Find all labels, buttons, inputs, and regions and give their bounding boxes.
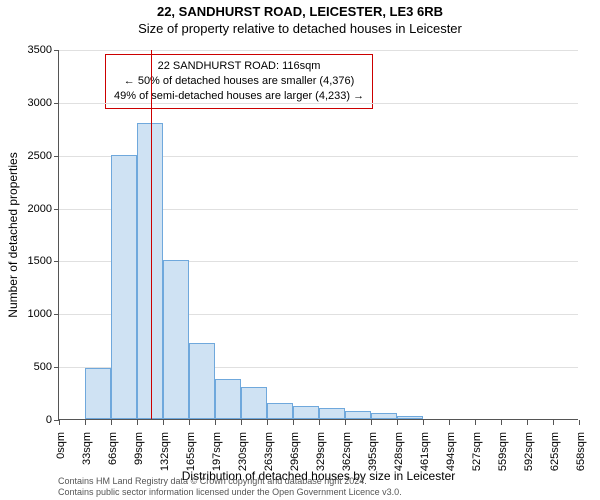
ytick-label: 500 [12,361,52,373]
xtick-label: 461sqm [419,432,431,492]
xtick-mark [163,420,164,425]
xtick-label: 658sqm [575,432,587,492]
xtick-mark [59,420,60,425]
histogram-bar [189,343,215,419]
ytick-label: 0 [12,414,52,426]
footer-line2: Contains public sector information licen… [58,487,402,498]
histogram-bar [215,379,241,419]
xtick-mark [215,420,216,425]
xtick-mark [397,420,398,425]
xtick-mark [553,420,554,425]
xtick-mark [501,420,502,425]
chart-area: Number of detached properties Distributi… [58,50,578,420]
xtick-mark [449,420,450,425]
xtick-label: 592sqm [523,432,535,492]
marker-line [151,50,152,419]
xtick-mark [319,420,320,425]
xtick-mark [189,420,190,425]
xtick-mark [527,420,528,425]
ytick-label: 2000 [12,203,52,215]
ytick-mark [54,261,59,262]
y-axis-label: Number of detached properties [6,152,20,317]
ytick-mark [54,314,59,315]
ytick-label: 2500 [12,150,52,162]
ytick-label: 1500 [12,255,52,267]
histogram-bar [319,408,345,419]
xtick-mark [345,420,346,425]
ytick-mark [54,156,59,157]
xtick-mark [371,420,372,425]
histogram-bar [397,416,423,419]
xtick-mark [423,420,424,425]
histogram-bar [85,368,111,419]
histogram-bar [371,413,397,419]
xtick-label: 559sqm [497,432,509,492]
xtick-mark [111,420,112,425]
ytick-label: 3000 [12,97,52,109]
footer-attribution: Contains HM Land Registry data © Crown c… [58,476,402,498]
histogram-bar [111,155,137,419]
xtick-mark [475,420,476,425]
histogram-bar [345,411,371,419]
ytick-mark [54,103,59,104]
ytick-mark [54,367,59,368]
ytick-mark [54,50,59,51]
xtick-mark [293,420,294,425]
histogram-bar [163,260,189,419]
ytick-mark [54,209,59,210]
title-line2: Size of property relative to detached ho… [0,21,600,36]
gridline [59,103,578,104]
xtick-mark [579,420,580,425]
gridline [59,50,578,51]
xtick-label: 625sqm [549,432,561,492]
ytick-label: 1000 [12,308,52,320]
chart-title-block: 22, SANDHURST ROAD, LEICESTER, LE3 6RB S… [0,0,600,36]
xtick-label: 527sqm [471,432,483,492]
ytick-label: 3500 [12,44,52,56]
marker-info-box: 22 SANDHURST ROAD: 116sqm ← 50% of detac… [105,54,373,109]
xtick-mark [137,420,138,425]
plot-area: Number of detached properties Distributi… [58,50,578,420]
xtick-label: 494sqm [445,432,457,492]
xtick-mark [85,420,86,425]
footer-line1: Contains HM Land Registry data © Crown c… [58,476,402,487]
histogram-bar [293,406,319,419]
histogram-bar [241,387,267,419]
xtick-mark [241,420,242,425]
xtick-mark [267,420,268,425]
title-line1: 22, SANDHURST ROAD, LEICESTER, LE3 6RB [0,4,600,19]
histogram-bar [267,403,293,419]
